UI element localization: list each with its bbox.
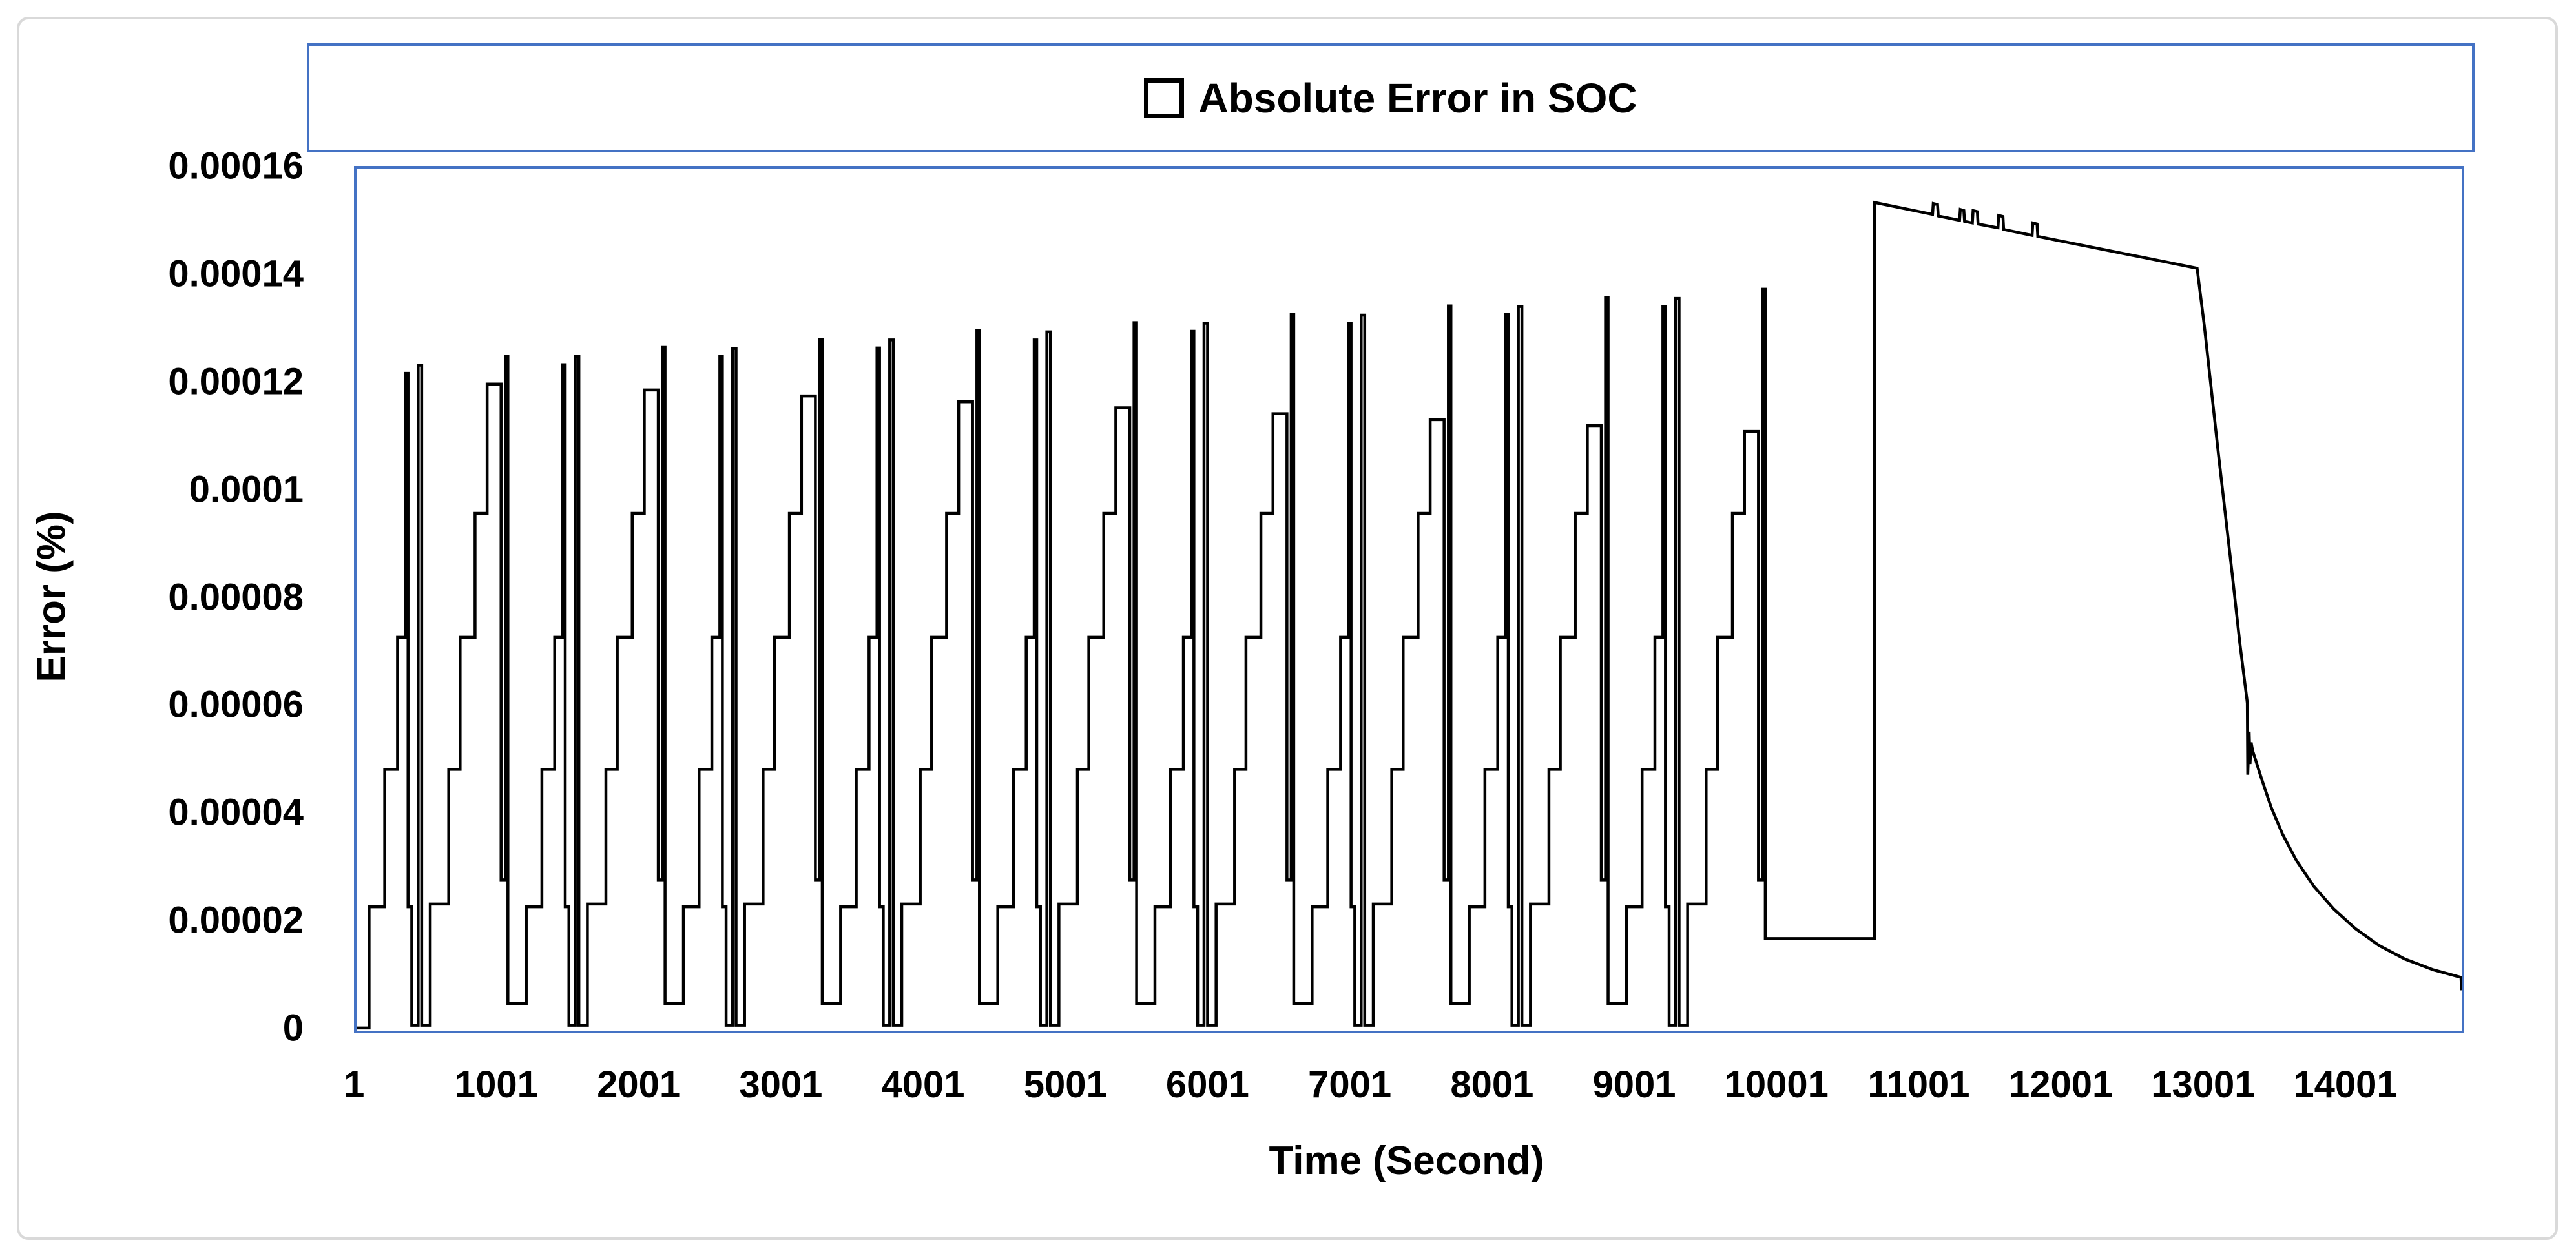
- x-tick-label: 4001: [881, 1064, 965, 1106]
- legend-label: Absolute Error in SOC: [1198, 74, 1637, 121]
- x-tick-label: 6001: [1165, 1064, 1249, 1106]
- y-tick-label: 0.00002: [168, 899, 304, 942]
- y-tick-label: 0.00014: [168, 253, 304, 295]
- y-axis-tick-labels: 0 0.00002 0.00004 0.00006 0.00008 0.0001 0.000…: [0, 145, 331, 1049]
- legend-box[interactable]: Absolute Error in SOC: [307, 43, 2475, 152]
- x-tick-label: 5001: [1023, 1064, 1107, 1106]
- x-tick-label: 3001: [739, 1064, 823, 1106]
- x-tick-label: 8001: [1450, 1064, 1534, 1106]
- y-tick-label: 0.00012: [168, 360, 304, 403]
- open-square-marker-icon: [1144, 77, 1185, 118]
- y-tick-label: 0.00008: [168, 576, 304, 618]
- x-axis-title: Time (Second): [1269, 1139, 1544, 1183]
- y-axis-title: Error (%): [29, 511, 74, 683]
- error-line-canvas: [357, 169, 2462, 1031]
- error-line: [357, 203, 2462, 1028]
- x-tick-label: 9001: [1592, 1064, 1676, 1106]
- y-tick-label: 0.00016: [168, 145, 304, 187]
- x-tick-label: 14001: [2293, 1064, 2398, 1106]
- x-axis-tick-labels: 1 1001 2001 3001 4001 5001 6001 7001 8001 9001 100…: [344, 1063, 2459, 1108]
- x-tick-label: 13001: [2151, 1064, 2256, 1106]
- x-tick-label: 1: [344, 1064, 365, 1106]
- y-tick-label: 0.00006: [168, 683, 304, 726]
- y-tick-label: 0: [282, 1007, 304, 1049]
- plot-area[interactable]: [354, 166, 2464, 1033]
- x-tick-label: 10001: [1724, 1064, 1829, 1106]
- x-tick-label: 1001: [454, 1064, 538, 1106]
- y-tick-label: 0.0001: [189, 468, 304, 511]
- x-tick-label: 11001: [1867, 1064, 1970, 1106]
- legend-entry: Absolute Error in SOC: [1144, 74, 1637, 122]
- y-tick-label: 0.00004: [168, 791, 304, 834]
- x-tick-label: 12001: [2008, 1064, 2114, 1106]
- x-tick-label: 2001: [597, 1064, 681, 1106]
- x-tick-label: 7001: [1308, 1064, 1392, 1106]
